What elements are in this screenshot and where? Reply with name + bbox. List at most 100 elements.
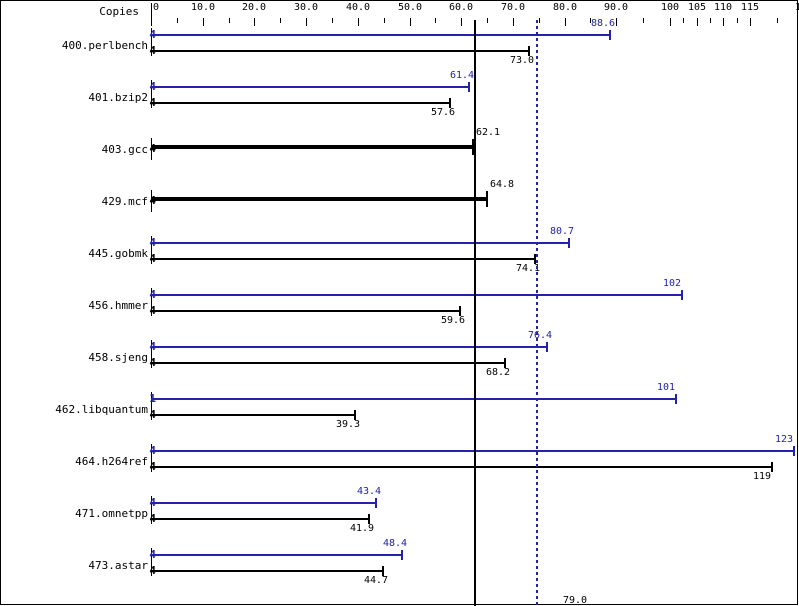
row-origin-cap xyxy=(151,340,152,368)
benchmark-label: 429.mcf xyxy=(101,195,148,208)
bar-value-base: 74.1 xyxy=(516,263,541,274)
benchmark-label: 403.gcc xyxy=(101,143,148,156)
axis-tick-major xyxy=(565,18,566,26)
row-origin-cap xyxy=(151,444,152,472)
axis-tick-minor xyxy=(229,18,230,23)
axis-tick-label: 60.0 xyxy=(448,2,474,13)
bar-base xyxy=(151,466,771,468)
benchmark-label: 400.perlbench xyxy=(61,39,148,52)
axis-tick-minor xyxy=(777,18,778,23)
bar-endcap-peak xyxy=(793,446,795,456)
bar-value-base: 59.6 xyxy=(441,315,466,326)
reference-line-base xyxy=(474,20,476,606)
benchmark-label: 445.gobmk xyxy=(88,247,148,260)
axis-tick-label: 125 xyxy=(794,2,799,13)
bar-endcap-peak xyxy=(401,550,403,560)
bar-base xyxy=(151,145,472,149)
bar-endcap-base xyxy=(368,514,370,524)
row-origin-cap xyxy=(151,288,152,316)
bar-endcap-peak xyxy=(375,498,377,508)
axis-tick-label: 30.0 xyxy=(293,2,319,13)
axis-edge xyxy=(151,3,152,26)
bar-base xyxy=(151,258,534,260)
bar-endcap-peak xyxy=(468,82,470,92)
axis-tick-minor xyxy=(332,18,333,23)
benchmark-label: 471.omnetpp xyxy=(75,507,148,520)
axis-tick-minor xyxy=(643,18,644,23)
bar-endcap-base xyxy=(504,358,506,368)
row-origin-cap xyxy=(151,28,152,56)
bar-value-peak: 61.4 xyxy=(450,70,475,81)
benchmark-label: 473.astar xyxy=(88,559,148,572)
axis-tick-minor xyxy=(737,18,738,23)
axis-tick-major xyxy=(697,18,698,26)
bar-value-base: 68.2 xyxy=(486,367,511,378)
bar-value-base: 57.6 xyxy=(431,107,456,118)
axis-tick-major xyxy=(306,18,307,26)
axis-tick-minor xyxy=(590,18,591,23)
bar-value-peak: 88.6 xyxy=(591,18,616,29)
bar-base xyxy=(151,197,486,201)
bar-value-base: 44.7 xyxy=(364,575,389,586)
row-origin-cap xyxy=(151,80,152,108)
bar-peak xyxy=(151,502,375,504)
axis-tick-minor xyxy=(177,18,178,23)
axis-tick-major xyxy=(203,18,204,26)
row-origin-cap xyxy=(151,496,152,524)
row-origin-cap xyxy=(151,236,152,264)
axis-tick-label: 80.0 xyxy=(552,2,578,13)
bar-endcap-peak xyxy=(609,30,611,40)
bar-value-peak: 80.7 xyxy=(550,226,575,237)
bar-endcap-base xyxy=(472,139,474,155)
bar-value-peak: 102 xyxy=(663,278,682,289)
row-origin-cap xyxy=(151,190,152,212)
row-origin-cap xyxy=(151,138,152,160)
benchmark-label: 458.sjeng xyxy=(88,351,148,364)
benchmark-label: 401.bzip2 xyxy=(88,91,148,104)
bar-peak xyxy=(151,294,681,296)
axis-tick-label: 105 xyxy=(687,2,707,13)
bar-peak xyxy=(151,554,401,556)
bar-value-peak: 101 xyxy=(657,382,676,393)
axis-tick-minor xyxy=(384,18,385,23)
reference-line-peak xyxy=(536,20,538,606)
bar-value-base: 41.9 xyxy=(350,523,375,534)
bar-base xyxy=(151,310,459,312)
bar-value-peak: 76.4 xyxy=(528,330,553,341)
bar-endcap-base xyxy=(771,462,773,472)
bar-peak xyxy=(151,242,568,244)
axis-tick-label: 20.0 xyxy=(241,2,267,13)
bar-value-peak: 43.4 xyxy=(357,486,382,497)
bar-value-base: 73.0 xyxy=(510,55,535,66)
axis-tick-label: 50.0 xyxy=(397,2,423,13)
bar-value-base: 119 xyxy=(753,471,772,482)
bar-endcap-base xyxy=(354,410,356,420)
bar-peak xyxy=(151,346,546,348)
bar-base xyxy=(151,518,368,520)
bar-endcap-base xyxy=(449,98,451,108)
bar-endcap-base xyxy=(382,566,384,576)
bar-endcap-base xyxy=(534,254,536,264)
bar-base xyxy=(151,50,528,52)
benchmark-label: 456.hmmer xyxy=(88,299,148,312)
axis-tick-label: 100 xyxy=(660,2,680,13)
bar-value-peak: 123 xyxy=(775,434,794,445)
bar-peak xyxy=(151,34,609,36)
bar-base xyxy=(151,362,504,364)
bar-endcap-base xyxy=(528,46,530,56)
axis-tick-minor xyxy=(539,18,540,23)
axis-tick-major xyxy=(513,18,514,26)
axis-tick-label: 110 xyxy=(713,2,733,13)
bar-base xyxy=(151,102,449,104)
row-origin-cap xyxy=(151,392,152,420)
axis-tick-major xyxy=(750,18,751,26)
bar-endcap-base xyxy=(486,191,488,207)
row-origin-cap xyxy=(151,548,152,576)
bar-peak xyxy=(151,86,468,88)
bar-endcap-peak xyxy=(568,238,570,248)
axis-tick-label: 0 xyxy=(153,2,160,13)
axis-tick-minor xyxy=(710,18,711,23)
bar-endcap-base xyxy=(459,306,461,316)
bar-value-base: 79.0 xyxy=(563,595,588,606)
